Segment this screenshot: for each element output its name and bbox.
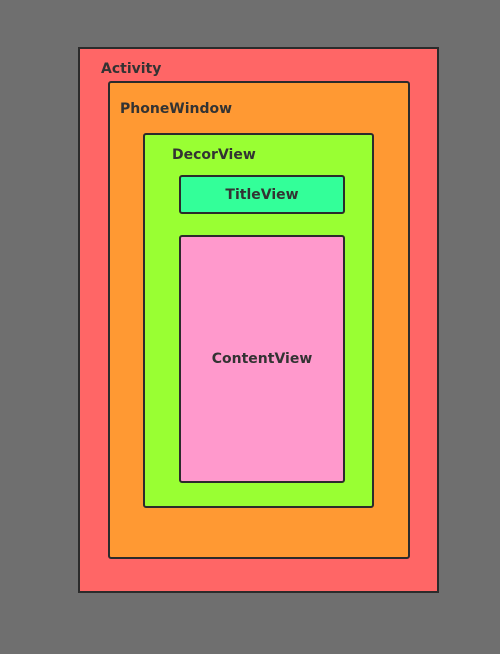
titleview-box: TitleView <box>179 175 345 214</box>
activity-label: Activity <box>101 61 162 77</box>
contentview-label: ContentView <box>211 351 313 367</box>
decorview-label: DecorView <box>172 147 256 163</box>
contentview-box: ContentView <box>179 235 345 483</box>
phonewindow-label: PhoneWindow <box>120 101 233 117</box>
titleview-label: TitleView <box>225 186 299 203</box>
